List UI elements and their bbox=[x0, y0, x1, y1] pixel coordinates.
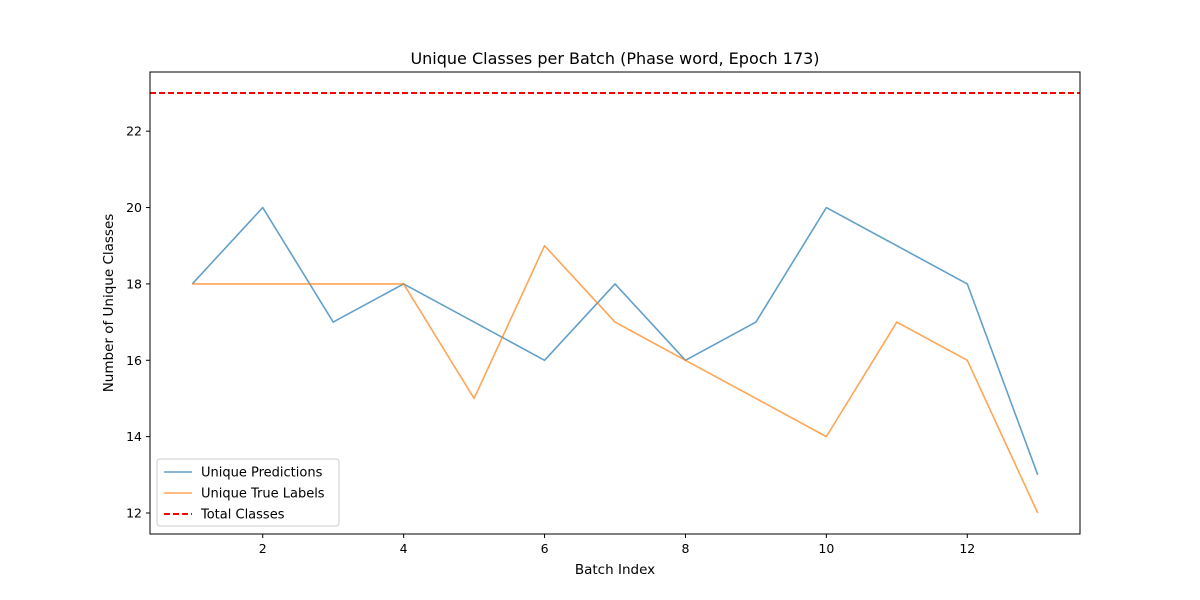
legend-label: Total Classes bbox=[200, 508, 285, 523]
x-tick-label: 2 bbox=[259, 541, 267, 556]
y-tick-label: 14 bbox=[126, 429, 142, 444]
y-tick-label: 18 bbox=[126, 276, 142, 291]
legend-frame bbox=[156, 458, 340, 527]
legend-label: Unique True Labels bbox=[201, 487, 325, 502]
y-tick-label: 22 bbox=[126, 124, 142, 139]
legend: Unique Predictions Unique True Labels Tota… bbox=[156, 458, 340, 527]
y-tick-label: 20 bbox=[126, 200, 142, 215]
x-axis: 2 4 6 8 10 12 bbox=[259, 534, 975, 556]
x-tick-label: 8 bbox=[681, 541, 689, 556]
y-axis: 12 14 16 18 20 22 bbox=[126, 124, 150, 521]
y-axis-label: Number of Unique Classes bbox=[101, 214, 117, 393]
series-line-unique-true-labels bbox=[192, 244, 1039, 514]
plot-area bbox=[150, 92, 1080, 514]
x-axis-label: Batch Index bbox=[575, 562, 655, 578]
y-tick-label: 16 bbox=[126, 353, 142, 368]
x-tick-label: 4 bbox=[400, 541, 408, 556]
plot-frame bbox=[149, 71, 1081, 535]
chart-title: Unique Classes per Batch (Phase word, Ep… bbox=[410, 49, 819, 68]
x-tick-label: 6 bbox=[541, 541, 549, 556]
series-line-unique-predictions bbox=[191, 206, 1039, 476]
legend-label: Unique Predictions bbox=[201, 466, 323, 481]
x-tick-label: 10 bbox=[818, 541, 834, 556]
y-tick-label: 12 bbox=[126, 506, 142, 521]
x-tick-label: 12 bbox=[959, 541, 975, 556]
